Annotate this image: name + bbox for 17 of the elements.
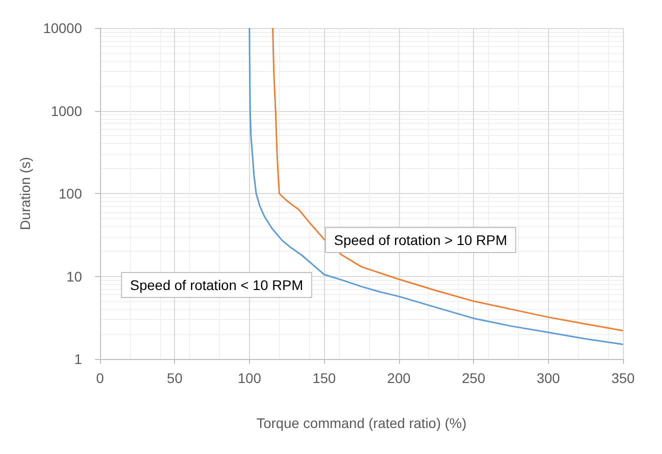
- x-tick-label: 150: [312, 370, 336, 386]
- annotation: Speed of rotation > 10 RPM: [334, 232, 508, 248]
- y-tick-label: 1000: [50, 102, 82, 119]
- x-axis-title: Torque command (rated ratio) (%): [256, 415, 467, 431]
- y-tick-label: 10000: [43, 20, 82, 36]
- annotation: Speed of rotation < 10 RPM: [130, 277, 304, 293]
- x-tick-label: 0: [96, 370, 104, 386]
- x-tick-label: 50: [166, 370, 183, 386]
- y-axis-title: Duration (s): [17, 156, 34, 230]
- x-tick-label: 100: [238, 370, 262, 386]
- y-tick-label: 100: [58, 186, 82, 202]
- y-tick-label: 1: [74, 351, 82, 367]
- y-tick-label: 10: [66, 268, 82, 284]
- x-tick-label: 300: [536, 370, 560, 386]
- x-tick-label: 350: [611, 370, 635, 386]
- x-tick-label: 250: [462, 370, 486, 386]
- x-tick-label: 200: [387, 370, 411, 386]
